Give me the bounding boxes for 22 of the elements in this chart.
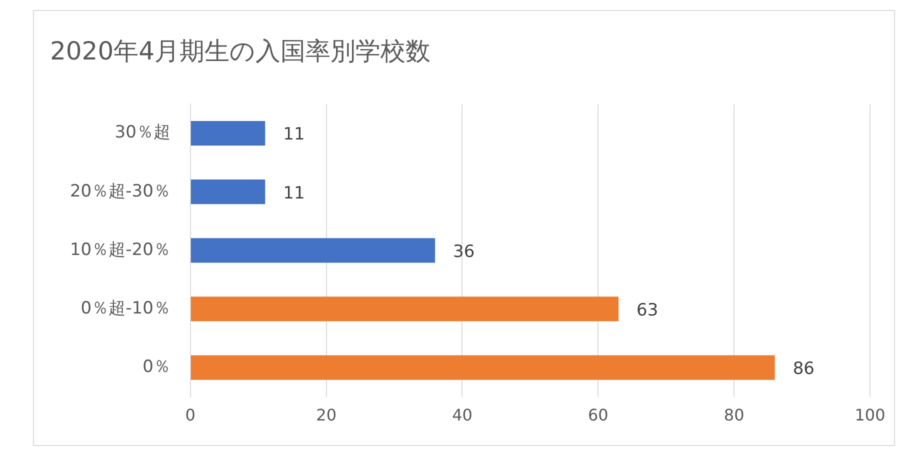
data-label: 11 [283, 183, 305, 204]
y-tick-label: 0％ [142, 356, 170, 377]
data-label: 86 [792, 358, 814, 379]
y-tick-label: 0％超-10％ [80, 298, 170, 318]
y-tick-label: 10％超-20％ [70, 240, 170, 260]
data-label: 63 [636, 300, 658, 320]
bar [190, 355, 775, 380]
x-tick-label: 0 [185, 406, 196, 425]
bar [190, 296, 619, 322]
data-label: 11 [283, 124, 305, 145]
bar [190, 238, 436, 263]
x-tick-label: 60 [588, 406, 608, 425]
x-tick-label: 20 [316, 406, 336, 425]
bar [190, 120, 266, 146]
chart-title: 2020年4月期生の入国率別学校数 [50, 36, 431, 66]
bar [190, 180, 266, 204]
x-tick-label: 80 [724, 406, 744, 425]
data-label: 36 [453, 242, 475, 262]
y-tick-label: 30％超 [114, 122, 170, 143]
x-tick-label: 100 [854, 406, 886, 425]
x-tick-label: 40 [452, 406, 472, 425]
y-tick-label: 20％超-30％ [70, 181, 170, 202]
